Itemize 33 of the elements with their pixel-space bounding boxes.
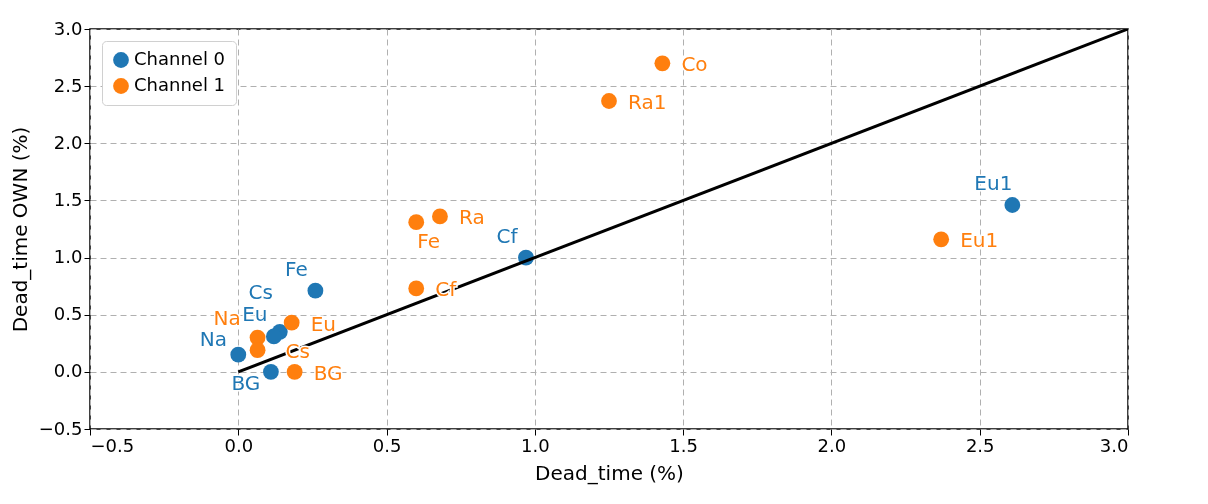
x-axis-title: Dead_time (%) (535, 460, 684, 485)
x-tick-label: −0.5 (90, 434, 135, 456)
x-tick-label: 1.5 (669, 434, 698, 456)
y-tick-label: 1.5 (53, 188, 83, 210)
x-tick-label: 0.5 (372, 434, 402, 456)
x-tick-label: 0.0 (224, 434, 254, 456)
data-label: Eu1 (974, 171, 1013, 195)
data-label: Fe (417, 229, 440, 254)
data-label: Eu (310, 311, 336, 336)
x-tick-label: 1.0 (521, 434, 550, 456)
data-label: Co (681, 52, 708, 77)
y-tick-label: 1.0 (53, 246, 83, 268)
y-tick-label: −0.5 (38, 417, 83, 439)
data-label: Cf (496, 223, 519, 248)
data-label: Ra1 (628, 90, 667, 114)
y-tick-label: 2.5 (53, 74, 83, 96)
data-label: Eu1 (960, 228, 999, 253)
y-tick-label: 2.0 (53, 131, 83, 153)
y-axis-title: Dead_time OWN (%) (7, 126, 32, 333)
data-label: BG (231, 370, 261, 395)
data-label: Fe (285, 256, 308, 281)
data-label: Cs (248, 279, 273, 304)
legend-label: Channel 1 (134, 74, 226, 95)
legend-label: Channel 0 (134, 48, 226, 69)
x-tick-label: 3.0 (1099, 434, 1129, 456)
data-label: BG (313, 360, 343, 385)
data-label: Ra (458, 205, 485, 230)
data-label: Eu (242, 302, 268, 327)
y-tick-label: 3.0 (53, 17, 83, 39)
x-tick-label: 2.0 (817, 434, 847, 456)
y-tick-label: 0.5 (53, 303, 83, 325)
x-tick-label: 2.5 (965, 434, 995, 456)
y-tick-label: 0.0 (53, 360, 83, 382)
